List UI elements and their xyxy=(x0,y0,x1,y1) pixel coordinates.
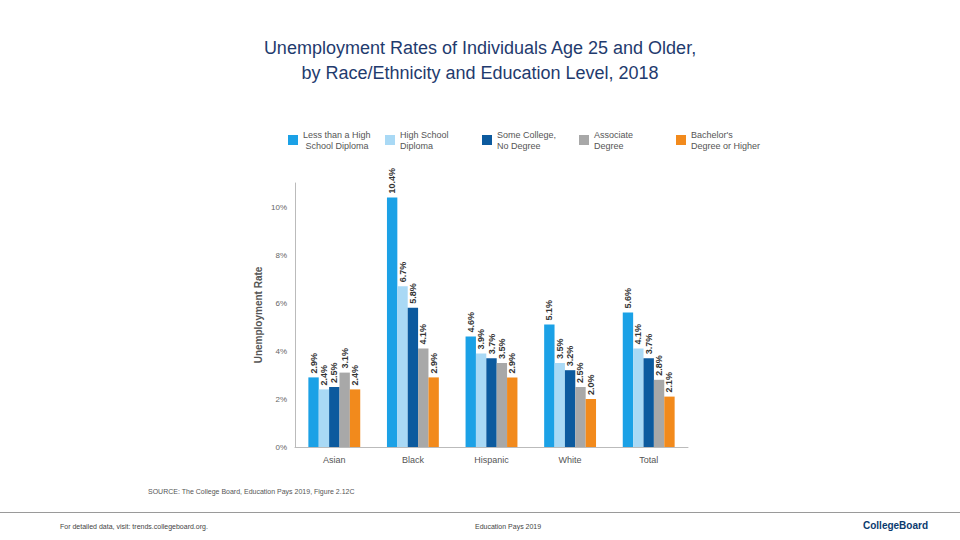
svg-text:3.9%: 3.9% xyxy=(476,329,486,350)
svg-text:4.1%: 4.1% xyxy=(633,324,643,345)
svg-text:2.5%: 2.5% xyxy=(329,362,339,383)
svg-text:Associate: Associate xyxy=(594,130,636,140)
svg-text:4.1%: 4.1% xyxy=(418,324,428,345)
svg-text:Bachelor's: Bachelor's xyxy=(691,130,735,140)
svg-text:Degree: Degree xyxy=(594,141,624,151)
svg-text:6%: 6% xyxy=(275,299,287,308)
svg-text:10%: 10% xyxy=(271,203,287,212)
svg-text:by Race/Ethnicity and Educatio: by Race/Ethnicity and Education Level, 2… xyxy=(301,63,658,83)
svg-text:2.9%: 2.9% xyxy=(429,353,439,374)
svg-text:Asian: Asian xyxy=(323,455,346,465)
svg-text:2.9%: 2.9% xyxy=(507,353,517,374)
svg-text:2.1%: 2.1% xyxy=(664,372,674,393)
svg-text:SOURCE: The College Board, Edu: SOURCE: The College Board, Education Pay… xyxy=(148,488,354,496)
svg-text:High School: High School xyxy=(400,130,451,140)
svg-text:5.1%: 5.1% xyxy=(544,300,554,321)
svg-text:School Diploma: School Diploma xyxy=(303,141,369,151)
svg-text:3.7%: 3.7% xyxy=(644,334,654,355)
svg-text:10.4%: 10.4% xyxy=(387,168,397,194)
svg-text:3.5%: 3.5% xyxy=(555,338,565,359)
svg-text:2.8%: 2.8% xyxy=(654,355,664,376)
svg-text:2.0%: 2.0% xyxy=(586,374,596,395)
svg-text:Diploma: Diploma xyxy=(400,141,433,151)
svg-text:CollegeBoard: CollegeBoard xyxy=(863,520,928,531)
svg-text:8%: 8% xyxy=(275,251,287,260)
svg-text:Unemployment Rates of Individu: Unemployment Rates of Individuals Age 25… xyxy=(264,38,696,58)
svg-text:Less than a High: Less than a High xyxy=(303,130,371,140)
svg-text:White: White xyxy=(559,455,582,465)
svg-text:5.6%: 5.6% xyxy=(623,288,633,309)
svg-text:Education Pays 2019: Education Pays 2019 xyxy=(475,523,541,531)
svg-text:3.1%: 3.1% xyxy=(340,348,350,369)
svg-text:2.5%: 2.5% xyxy=(575,362,585,383)
svg-text:2.9%: 2.9% xyxy=(309,353,319,374)
svg-text:2.4%: 2.4% xyxy=(319,365,329,386)
svg-text:4.6%: 4.6% xyxy=(466,312,476,333)
svg-text:4%: 4% xyxy=(275,347,287,356)
svg-text:0%: 0% xyxy=(275,443,287,452)
svg-text:6.7%: 6.7% xyxy=(398,262,408,283)
svg-text:Hispanic: Hispanic xyxy=(474,455,509,465)
svg-text:Some College,: Some College, xyxy=(497,130,559,140)
svg-text:2.4%: 2.4% xyxy=(350,365,360,386)
svg-text:Unemployment Rate: Unemployment Rate xyxy=(253,266,264,363)
svg-text:For detailed data, visit: tren: For detailed data, visit: trends.college… xyxy=(60,523,208,531)
svg-text:5.8%: 5.8% xyxy=(408,283,418,304)
svg-text:Total: Total xyxy=(639,455,658,465)
svg-text:3.5%: 3.5% xyxy=(497,338,507,359)
svg-text:Black: Black xyxy=(402,455,425,465)
svg-text:Degree or Higher: Degree or Higher xyxy=(691,141,760,151)
svg-text:3.2%: 3.2% xyxy=(565,346,575,367)
svg-text:No Degree: No Degree xyxy=(497,141,541,151)
svg-text:3.7%: 3.7% xyxy=(487,334,497,355)
svg-text:2%: 2% xyxy=(275,395,287,404)
